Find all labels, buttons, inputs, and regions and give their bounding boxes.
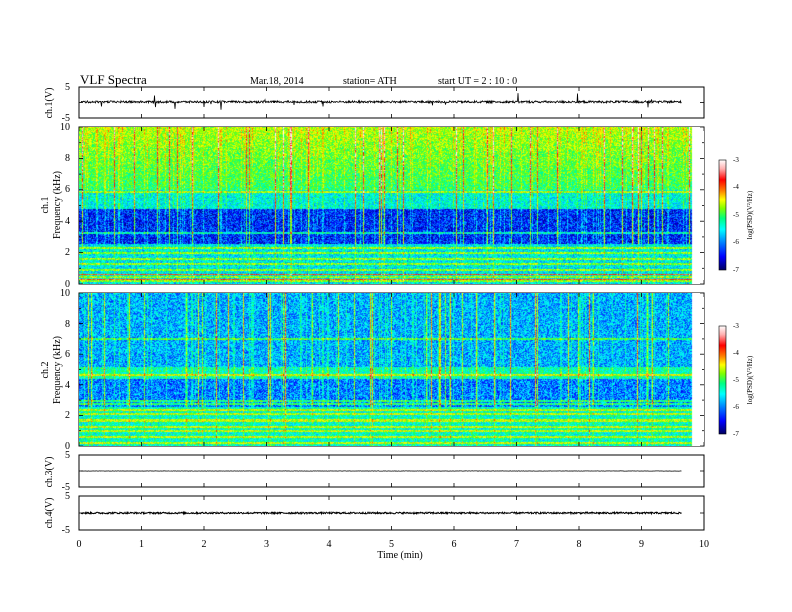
cb2-label: log(PSD)(V²/Hz) bbox=[746, 355, 754, 404]
y-tick-labels: 5 -5 0 2 4 6 8 10 0 2 4 6 8 10 5 -5 5 -5 bbox=[60, 82, 70, 536]
spec2-ytick-2: 2 bbox=[65, 410, 70, 421]
spec2-ytick-6: 6 bbox=[65, 349, 70, 360]
cb2-tick-m6: -6 bbox=[733, 403, 739, 411]
cb2-tick-m3: -3 bbox=[733, 322, 739, 330]
ch2-colorbar: -3 -4 -5 -6 -7 log(PSD)(V²/Hz) bbox=[718, 322, 754, 438]
spec1-ytick-2: 2 bbox=[65, 247, 70, 258]
ch1-colorbar: -3 -4 -5 -6 -7 log(PSD)(V²/Hz) bbox=[718, 156, 754, 274]
cb1-tick-m4: -4 bbox=[733, 183, 739, 191]
x-axis-label: Time (min) bbox=[377, 550, 422, 561]
tick-marks bbox=[78, 86, 705, 531]
xtick-3: 3 bbox=[264, 539, 269, 550]
xtick-4: 4 bbox=[327, 539, 332, 550]
spec2-image bbox=[79, 293, 704, 446]
xtick-7: 7 bbox=[514, 539, 519, 550]
figure-title: VLF Spectra bbox=[80, 72, 147, 87]
ch4-ytick-bottom: -5 bbox=[62, 525, 70, 536]
ch1-spectrogram-ylabel: Frequency (kHz) bbox=[52, 171, 63, 239]
ch4-waveform-ylabel: ch.4(V) bbox=[44, 498, 55, 529]
cb1-tick-m6: -6 bbox=[733, 238, 739, 246]
xtick-1: 1 bbox=[139, 539, 144, 550]
spec1-image bbox=[79, 127, 704, 284]
xtick-6: 6 bbox=[452, 539, 457, 550]
ch2-spectrogram bbox=[79, 293, 704, 446]
start-time-label: start UT = 2 : 10 : 0 bbox=[438, 76, 517, 87]
spec2-ytick-8: 8 bbox=[65, 319, 70, 330]
ch2-colorbar-gradient bbox=[718, 325, 727, 435]
xtick-5: 5 bbox=[389, 539, 394, 550]
cb1-label: log(PSD)(V²/Hz) bbox=[746, 190, 754, 239]
x-tick-labels: 0 1 2 3 4 5 6 7 8 9 10 bbox=[77, 539, 710, 550]
station-label: station= ATH bbox=[343, 76, 397, 87]
spec1-ytick-4: 4 bbox=[65, 216, 70, 227]
ch1-waveform-line bbox=[80, 93, 682, 110]
ch1-colorbar-gradient bbox=[718, 159, 727, 271]
spec2-ytick-10: 10 bbox=[60, 288, 70, 299]
xtick-9: 9 bbox=[639, 539, 644, 550]
xtick-8: 8 bbox=[577, 539, 582, 550]
ch2-spectrogram-channel-label: ch.2 bbox=[40, 362, 51, 379]
spec1-ytick-10: 10 bbox=[60, 122, 70, 133]
cb2-tick-m5: -5 bbox=[733, 376, 739, 384]
ch1-spectrogram-channel-label: ch.1 bbox=[40, 197, 51, 214]
spec1-ytick-6: 6 bbox=[65, 184, 70, 195]
ch2-spectrogram-ylabel: Frequency (kHz) bbox=[52, 336, 63, 404]
ch3-waveform-ylabel: ch.3(V) bbox=[44, 457, 55, 488]
xtick-2: 2 bbox=[202, 539, 207, 550]
cb1-tick-m5: -5 bbox=[733, 211, 739, 219]
ch1-spectrogram bbox=[79, 127, 704, 284]
xtick-10: 10 bbox=[699, 539, 709, 550]
ch1-waveform-ylabel: ch.1(V) bbox=[44, 88, 55, 119]
ch1-ytick-bottom: -5 bbox=[62, 113, 70, 124]
xtick-0: 0 bbox=[77, 539, 82, 550]
date-label: Mar.18, 2014 bbox=[250, 76, 304, 87]
cb1-tick-m3: -3 bbox=[733, 156, 739, 164]
cb1-tick-m7: -7 bbox=[733, 266, 739, 274]
spec2-ytick-0: 0 bbox=[65, 441, 70, 452]
cb2-tick-m4: -4 bbox=[733, 349, 739, 357]
cb2-tick-m7: -7 bbox=[733, 430, 739, 438]
ch1-ytick-top: 5 bbox=[65, 82, 70, 93]
ch3-ytick-top: 5 bbox=[65, 450, 70, 461]
spec1-ytick-0: 0 bbox=[65, 279, 70, 290]
ch3-ytick-bottom: -5 bbox=[62, 482, 70, 493]
spec2-ytick-4: 4 bbox=[65, 380, 70, 391]
spec1-ytick-8: 8 bbox=[65, 153, 70, 164]
ch4-waveform-line bbox=[80, 510, 682, 516]
ch4-ytick-top: 5 bbox=[65, 491, 70, 502]
